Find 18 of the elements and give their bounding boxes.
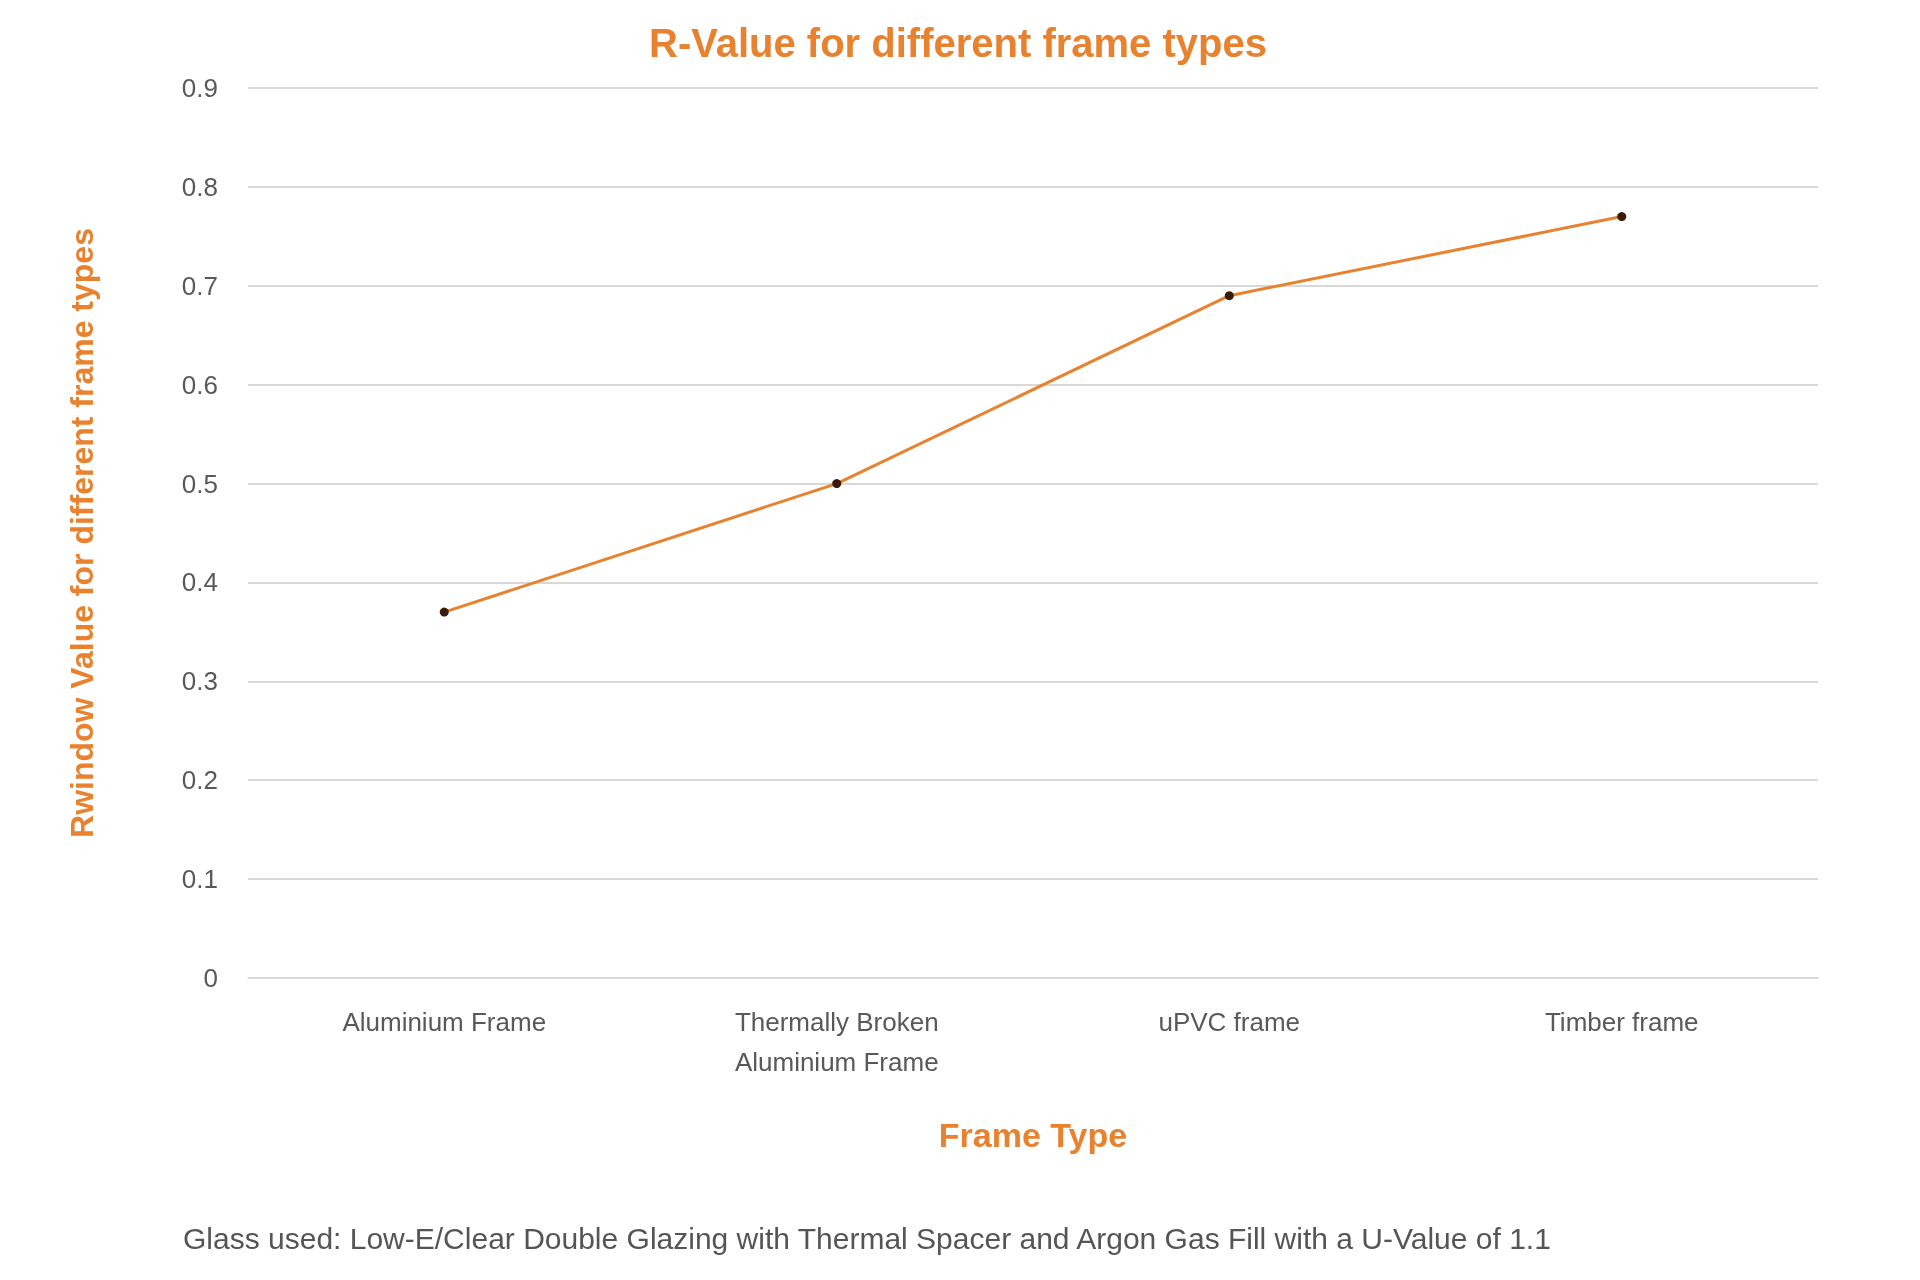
y-tick-label: 0.3 (181, 666, 218, 697)
y-tick-label: 0.7 (181, 270, 218, 301)
y-tick-label: 0.2 (181, 765, 218, 796)
text: Glass used: Low-E/Clear Double Glazing with Thermal Spacer and Argon Gas Fill with a U-Value of 1.1 (183, 1221, 1551, 1255)
y-tick-label: 0 (203, 963, 218, 993)
x-tick-label: uPVC frame (1158, 1007, 1301, 1037)
chart-title: R-Value for different frame types (649, 21, 1267, 65)
y-tick-label: 0.6 (181, 369, 218, 400)
y-tick-label: 0.5 (181, 468, 218, 499)
x-axis-title: Frame Type (938, 1116, 1128, 1154)
x-tick-label: Thermally Broken Aluminium Frame (734, 1007, 939, 1077)
x-tick-label: Timber frame (1544, 1007, 1699, 1037)
y-tick-label: 0.8 (181, 171, 218, 202)
y-tick-label: 0.9 (181, 73, 218, 103)
y-tick-label: 0.1 (181, 864, 218, 895)
y-axis-title: Rwindow Value for different frame types (64, 228, 100, 838)
x-tick-label: Aluminium Frame (342, 1007, 547, 1037)
y-tick-label: 0.4 (181, 567, 218, 598)
